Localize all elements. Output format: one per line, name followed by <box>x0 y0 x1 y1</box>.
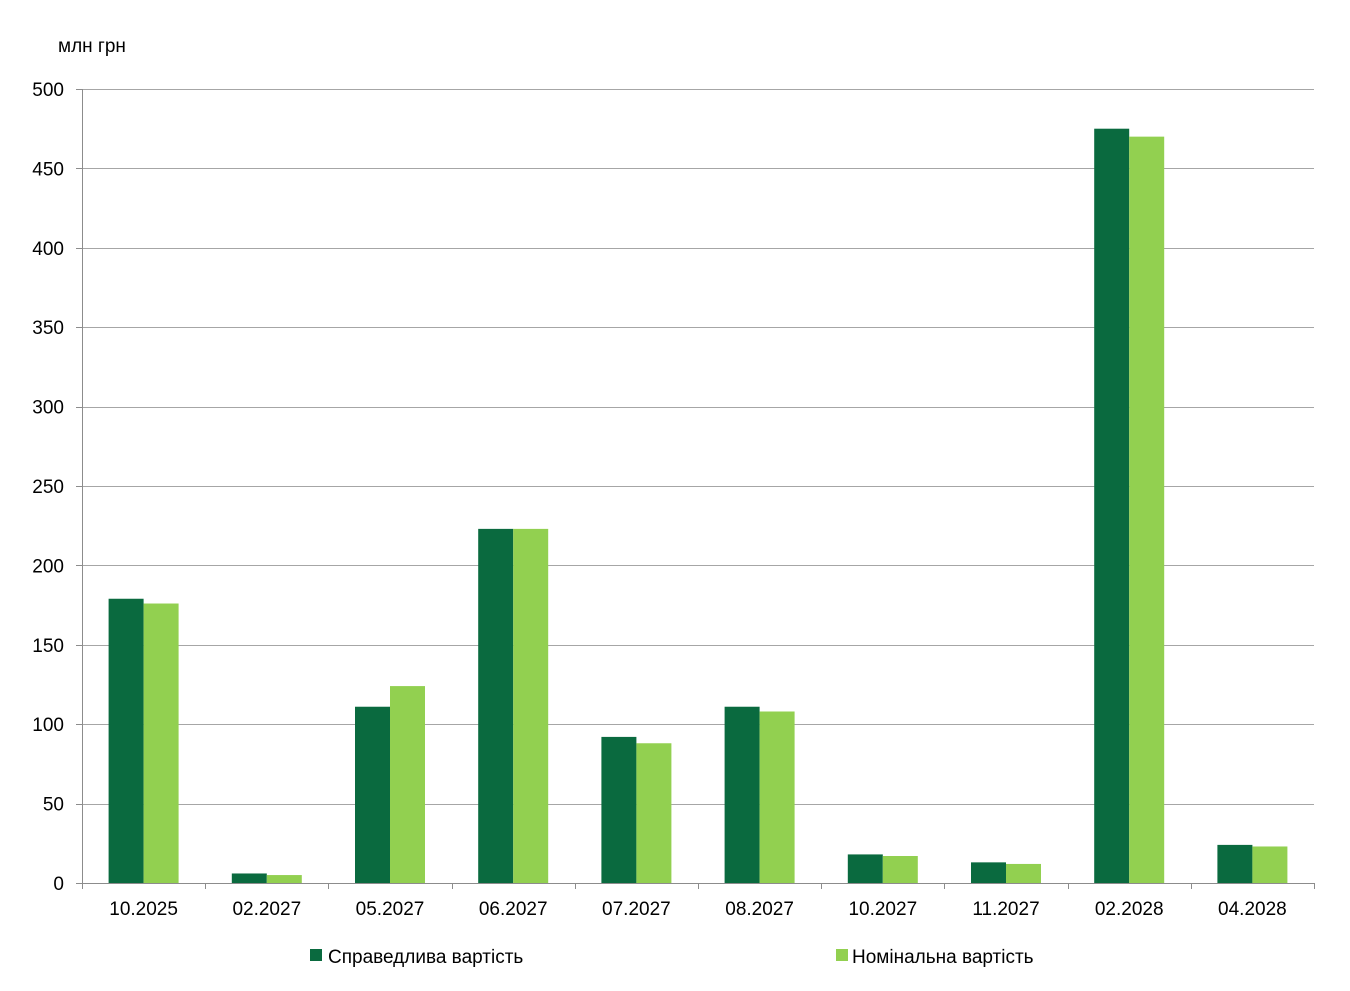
legend-swatch-nominal-value <box>836 949 848 961</box>
legend: Справедлива вартість Номінальна вартість <box>310 947 1034 968</box>
y-tick-label-0: 0 <box>53 874 64 895</box>
x-tick-label-10.2025: 10.2025 <box>109 899 178 920</box>
y-tick-label-400: 400 <box>32 239 64 260</box>
gridlines <box>82 89 1314 805</box>
legend-swatch-fair-value <box>310 949 322 961</box>
bar-nominal-value-05.2027 <box>390 686 425 883</box>
bar-nominal-value-10.2025 <box>143 603 179 883</box>
bar-fair-value-10.2025 <box>108 598 144 883</box>
tick-labels: 0 50 100 150 200 250 300 350 400 450 500 10.2025 02.… <box>32 80 1286 920</box>
x-tick-label-04.2028: 04.2028 <box>1218 899 1287 920</box>
y-tick-label-250: 250 <box>32 477 64 498</box>
bar-nominal-value-06.2027 <box>513 528 549 883</box>
bar-nominal-value-10.2027 <box>882 856 918 883</box>
bars <box>108 128 1288 883</box>
bar-nominal-value-02.2027 <box>266 875 302 883</box>
x-tick-label-07.2027: 07.2027 <box>602 899 671 920</box>
bar-nominal-value-04.2028 <box>1252 846 1288 883</box>
bar-nominal-value-11.2027 <box>1006 863 1041 883</box>
bar-nominal-value-07.2027 <box>636 743 672 883</box>
bar-fair-value-02.2028 <box>1094 128 1130 883</box>
y-tick-label-450: 450 <box>32 159 64 180</box>
bar-fair-value-11.2027 <box>971 862 1006 883</box>
y-tick-label-200: 200 <box>32 556 64 577</box>
bar-fair-value-10.2027 <box>847 854 883 883</box>
bar-fair-value-08.2027 <box>724 706 760 883</box>
y-tick-label-300: 300 <box>32 398 64 419</box>
y-tick-label-50: 50 <box>43 795 64 816</box>
axes <box>76 89 1315 889</box>
bar-nominal-value-08.2027 <box>759 711 795 883</box>
bar-fair-value-04.2028 <box>1217 844 1253 883</box>
y-tick-label-500: 500 <box>32 80 64 101</box>
x-tick-label-10.2027: 10.2027 <box>848 899 917 920</box>
x-tick-label-06.2027: 06.2027 <box>479 899 548 920</box>
y-tick-label-100: 100 <box>32 715 64 736</box>
x-tick-label-08.2027: 08.2027 <box>725 899 794 920</box>
x-tick-label-11.2027: 11.2027 <box>972 899 1039 920</box>
bar-fair-value-07.2027 <box>601 736 637 883</box>
y-tick-label-150: 150 <box>32 636 64 657</box>
legend-label-fair-value: Справедлива вартість <box>328 947 523 968</box>
x-tick-label-02.2028: 02.2028 <box>1095 899 1164 920</box>
y-tick-label-350: 350 <box>32 318 64 339</box>
bar-fair-value-02.2027 <box>231 873 267 883</box>
x-tick-label-05.2027: 05.2027 <box>356 899 425 920</box>
legend-label-nominal-value: Номінальна вартість <box>852 947 1034 968</box>
x-tick-label-02.2027: 02.2027 <box>232 899 301 920</box>
bar-fair-value-05.2027 <box>355 706 390 883</box>
bar-nominal-value-02.2028 <box>1129 136 1165 883</box>
y-unit-label: млн грн <box>58 36 126 57</box>
bar-fair-value-06.2027 <box>478 528 514 883</box>
